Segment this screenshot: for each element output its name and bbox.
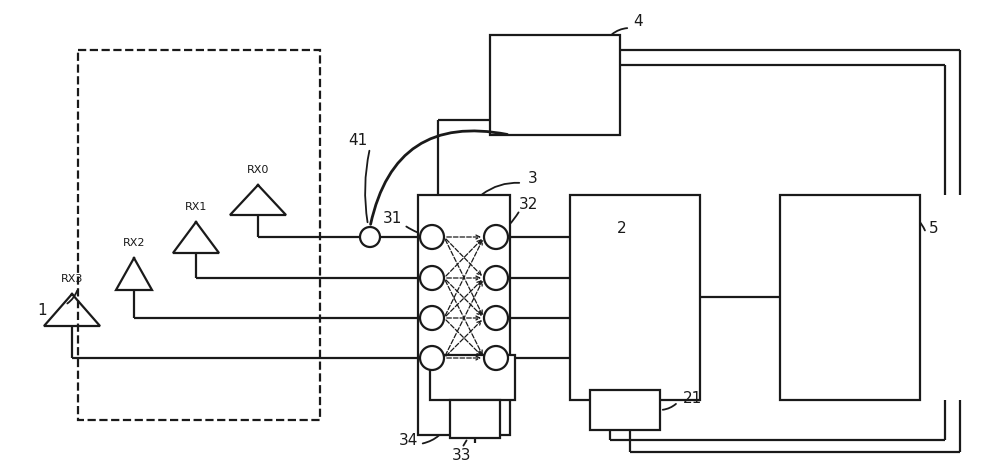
FancyArrowPatch shape <box>498 213 519 235</box>
FancyBboxPatch shape <box>450 400 500 438</box>
FancyBboxPatch shape <box>780 195 920 400</box>
Circle shape <box>484 225 508 249</box>
FancyBboxPatch shape <box>418 195 510 435</box>
Text: RX2: RX2 <box>123 238 145 248</box>
FancyArrowPatch shape <box>463 440 467 445</box>
Text: 21: 21 <box>682 391 702 405</box>
Text: 34: 34 <box>398 432 418 447</box>
Text: 4: 4 <box>633 14 643 29</box>
FancyArrowPatch shape <box>612 28 627 34</box>
FancyArrowPatch shape <box>406 226 429 236</box>
Text: RX3: RX3 <box>61 274 83 284</box>
Text: 3: 3 <box>528 171 538 186</box>
FancyBboxPatch shape <box>430 355 515 400</box>
Text: RX1: RX1 <box>185 202 207 212</box>
Text: RX0: RX0 <box>247 165 269 175</box>
Circle shape <box>484 266 508 290</box>
Text: 2: 2 <box>617 220 627 235</box>
Circle shape <box>360 227 380 247</box>
Text: 31: 31 <box>383 211 403 226</box>
Circle shape <box>484 346 508 370</box>
Circle shape <box>420 346 444 370</box>
FancyArrowPatch shape <box>907 211 925 231</box>
Bar <box>78 50 320 420</box>
Circle shape <box>420 225 444 249</box>
FancyArrowPatch shape <box>593 211 613 231</box>
Circle shape <box>420 266 444 290</box>
Circle shape <box>484 306 508 330</box>
Text: 5: 5 <box>929 220 939 235</box>
FancyBboxPatch shape <box>590 390 660 430</box>
FancyArrowPatch shape <box>423 421 449 444</box>
FancyArrowPatch shape <box>371 131 507 224</box>
FancyArrowPatch shape <box>365 151 369 222</box>
FancyArrowPatch shape <box>482 183 519 194</box>
Text: 1: 1 <box>37 303 47 318</box>
Text: 33: 33 <box>452 447 472 463</box>
FancyBboxPatch shape <box>490 35 620 135</box>
FancyArrowPatch shape <box>663 404 676 410</box>
Text: 41: 41 <box>348 133 368 147</box>
Circle shape <box>420 306 444 330</box>
FancyBboxPatch shape <box>570 195 700 400</box>
FancyArrowPatch shape <box>67 291 77 304</box>
Text: 32: 32 <box>518 197 538 212</box>
